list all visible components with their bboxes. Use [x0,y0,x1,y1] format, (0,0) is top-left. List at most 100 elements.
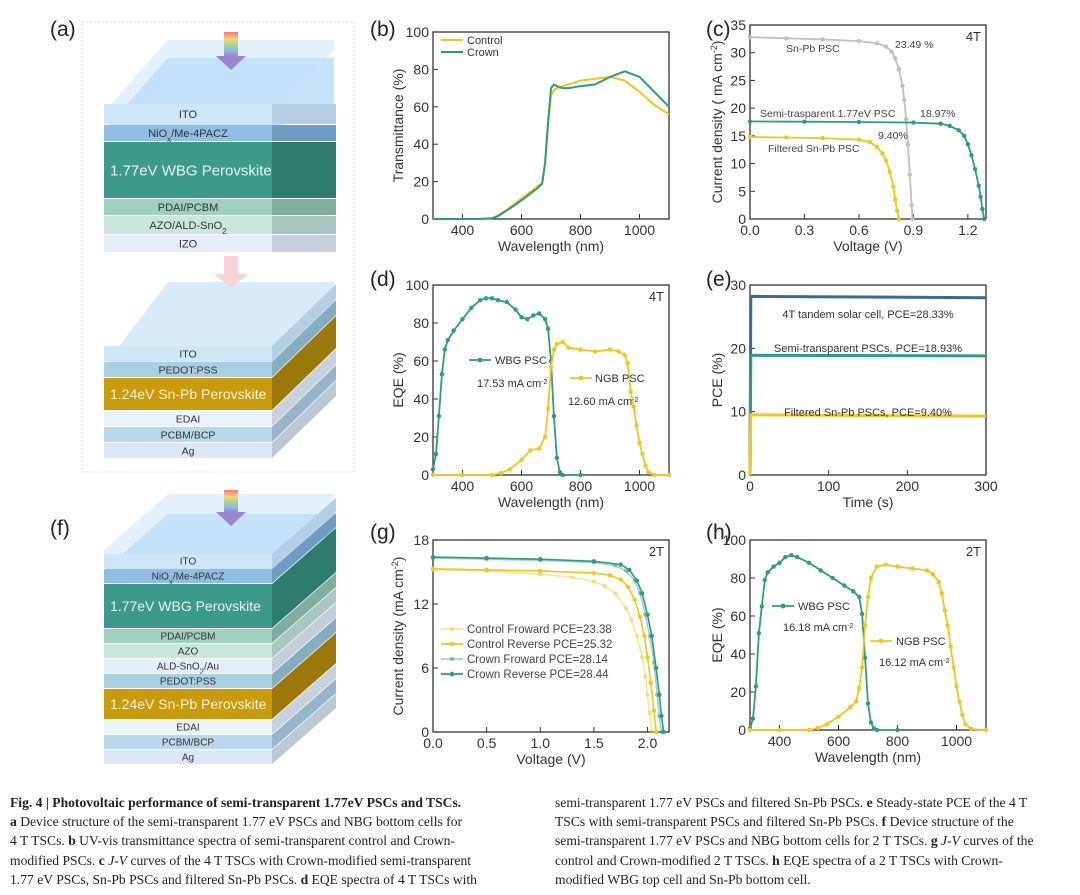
data-point [910,566,915,571]
data-point [538,568,543,574]
data-point [542,434,548,440]
data-point [554,455,560,461]
data-point [469,305,474,310]
layer-label: EDAI [176,413,201,425]
config-label: 2T [966,544,981,559]
chart-e-steady-pce: 0 100 200 300 0 10 20 30 Time (s) PCE (%) 4T tande… [710,277,998,510]
x-tick-label: 0 [746,478,754,494]
caption-text: 4 T TSCs. [10,833,69,849]
data-point [802,119,807,124]
series-line-control-froward-pce-23-38 [432,569,653,733]
data-point [859,665,865,670]
x-tick-label: 400 [451,478,475,494]
data-point [537,446,542,451]
data-point [557,469,563,475]
x-tick-label: 1.5 [584,735,604,751]
layer-label: NiOx/Me-4PACZ [148,128,228,143]
data-point [905,141,911,147]
data-point [637,440,642,445]
legend-label: NGB PSC [896,636,946,648]
plot-frame [432,539,670,733]
structure-frame [81,21,355,473]
layer-1-77ev-wbg-perovskite: 1.77eV WBG Perovskite [104,528,336,628]
data-point [551,413,557,419]
data-point [628,389,633,394]
x-tick-label: 1000 [941,733,972,749]
panel-label-c: (c) [706,18,731,41]
data-point [593,349,598,354]
plot-frame [432,31,670,220]
data-point [765,570,770,575]
caption-text: J-V [937,833,960,849]
data-point [542,317,548,322]
x-tick-label: 0.0 [740,222,760,238]
y-tick-label: 25 [730,72,746,88]
data-point [806,560,812,565]
data-point [622,353,627,358]
legend-marker [477,357,483,363]
caption-text: Steady-state PCE of the 4 T [872,795,1028,810]
layer-label: ITO [179,348,196,360]
data-point [960,712,965,717]
device-structure-4t: ITO NiOx/Me-4PACZ 1.77eV WBG Perovskite PDA… [81,21,355,473]
data-point [868,720,874,725]
x-tick-label: 1.0 [531,735,551,751]
layer-pcbm-bcp: PCBM/BCP [104,679,336,749]
data-point [513,307,518,312]
caption-panel-ref: a [10,814,17,830]
plot-frame [749,539,987,731]
y-tick-label: 6 [421,660,429,676]
data-point [848,705,853,710]
data-point [626,584,631,590]
legend-marker [780,603,786,609]
data-point [983,727,989,733]
caption-text: UV-vis transmittance spectra of semi-tra… [75,833,456,849]
y-tick-label: 0 [421,211,429,227]
data-point [602,583,607,589]
legend-label: Crown Froward PCE=28.14 [467,654,609,666]
y-axis-label: Current density (mA cm-2) [390,557,406,716]
series-line-crown [433,70,670,220]
caption-text: TSCs with semi-transparent PSCs and filt… [555,814,882,830]
y-tick-label: 60 [413,99,429,115]
data-point [442,347,447,352]
x-tick-label: 600 [510,222,534,238]
caption-panel-ref: c [98,852,105,868]
top-cell-stack: ITO NiOx/Me-4PACZ 1.77eV WBG Perovskite PDA… [104,40,336,252]
layer-azo: AZO [104,588,336,658]
data-point [637,614,643,619]
incident-light-arrow-icon [224,490,238,512]
data-point [865,594,871,600]
caption-line: a Device structure of the semi-transpare… [10,812,530,831]
x-axis-label: Time (s) [843,494,894,510]
data-point [784,36,789,41]
y-tick-label: 80 [413,61,429,77]
data-point [963,722,968,727]
data-point [750,716,756,721]
y-tick-label: 30 [730,45,746,61]
caption-text: modified PSCs. [10,852,99,868]
x-tick-label: 800 [886,733,910,749]
data-point [639,591,645,596]
data-point [962,133,967,139]
config-label: 4T [649,289,664,304]
panel-label-e: (e) [706,268,732,291]
data-point [436,413,442,419]
data-point [642,633,647,639]
y-tick-label: 80 [413,315,429,331]
data-point [613,591,618,596]
data-point [645,692,650,697]
data-point [856,38,862,44]
data-point [634,578,640,583]
legend-label: Control [467,35,502,47]
x-axis-label: Voltage (V) [833,238,902,254]
caption-text: semi-transparent 1.77 eV PSCs and NBG bo… [555,833,931,849]
layer-label: PCBM/BCP [161,429,216,441]
data-point [887,169,892,175]
bottom-cell-stack: ITO PEDOT:PSS 1.24eV Sn-Pb Perovskite EDAI P… [104,282,336,458]
data-point [896,67,902,72]
chart-c-4t-jv: 0.0 0.3 0.6 0.9 1.2 0 5 10 15 20 25 30 35 Voltage (V)… [710,17,987,254]
data-point [578,347,583,352]
caption-left-body: a Device structure of the semi-transpare… [10,812,530,889]
data-point [578,472,583,478]
